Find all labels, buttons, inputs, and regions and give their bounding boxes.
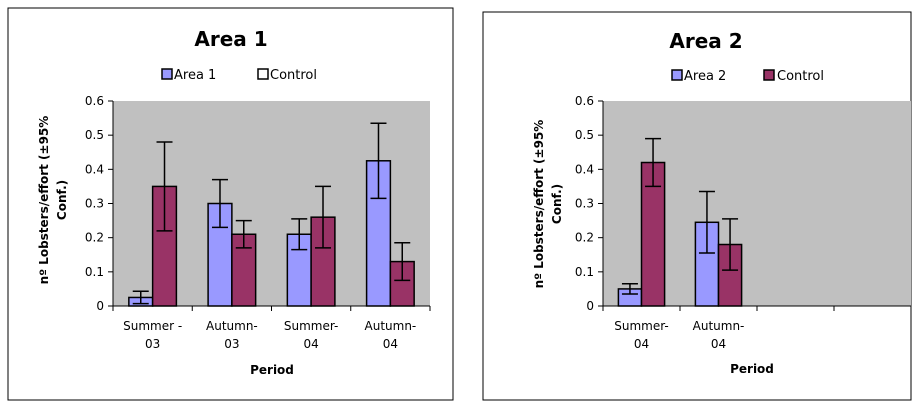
y-tick-label: 0.5 bbox=[85, 128, 104, 142]
y-axis-label-line1: nº Lobsters/effort (±95% bbox=[37, 116, 51, 285]
legend-label-area: Area 2 bbox=[684, 69, 726, 84]
legend-swatch-control bbox=[257, 68, 269, 80]
y-tick-label: 0.5 bbox=[575, 128, 594, 142]
x-tick-label: Summer- bbox=[284, 319, 338, 333]
x-tick-label: 04 bbox=[303, 337, 318, 351]
x-tick-label: 04 bbox=[383, 337, 398, 351]
y-tick-label: 0.1 bbox=[575, 265, 594, 279]
y-tick-label: 0.6 bbox=[85, 94, 104, 108]
x-axis-label: Period bbox=[730, 362, 774, 376]
y-tick-label: 0 bbox=[96, 299, 104, 313]
y-tick-label: 0.3 bbox=[575, 197, 594, 211]
legend-swatch-control bbox=[763, 69, 775, 81]
x-tick-label: Autumn- bbox=[365, 319, 417, 333]
x-tick-label: 03 bbox=[145, 337, 160, 351]
y-tick-label: 0.2 bbox=[85, 231, 104, 245]
y-tick-label: 0.2 bbox=[575, 231, 594, 245]
chart-area-1: Area 1 Area 1 Control 0 0.1 0.2 0.3 0.4 0.5 0.… bbox=[7, 7, 454, 401]
legend-label-control: Control bbox=[270, 68, 317, 83]
y-tick-label: 0 bbox=[586, 299, 594, 313]
legend-label-area: Area 1 bbox=[174, 68, 216, 83]
chart-area-2: Area 2 Area 2 Control 0 0.1 0.2 0.3 0.4 0.5 0.… bbox=[482, 11, 912, 401]
y-tick-label: 0.6 bbox=[575, 94, 594, 108]
x-tick-label: 04 bbox=[634, 337, 649, 351]
x-tick-label: 04 bbox=[711, 337, 726, 351]
chart-title: Area 2 bbox=[669, 29, 742, 53]
y-tick-label: 0.4 bbox=[85, 162, 104, 176]
x-axis-label: Period bbox=[250, 363, 294, 377]
y-axis-label-line2: Conf.) bbox=[550, 184, 564, 224]
x-tick-label: Autumn- bbox=[206, 319, 258, 333]
legend-swatch-area bbox=[671, 69, 683, 81]
y-axis-label-line1: nº Lobsters/effort (±95% bbox=[532, 120, 546, 289]
y-tick-label: 0.4 bbox=[575, 162, 594, 176]
chart-title: Area 1 bbox=[194, 27, 267, 51]
x-tick-label: Summer - bbox=[123, 319, 182, 333]
x-tick-label: 03 bbox=[224, 337, 239, 351]
x-tick-label: Autumn- bbox=[693, 319, 745, 333]
y-axis-label-line2: Conf.) bbox=[55, 180, 69, 220]
legend-swatch-area bbox=[161, 68, 173, 80]
y-tick-label: 0.1 bbox=[85, 265, 104, 279]
x-tick-label: Summer- bbox=[614, 319, 668, 333]
y-tick-label: 0.3 bbox=[85, 197, 104, 211]
legend-label-control: Control bbox=[777, 69, 824, 84]
